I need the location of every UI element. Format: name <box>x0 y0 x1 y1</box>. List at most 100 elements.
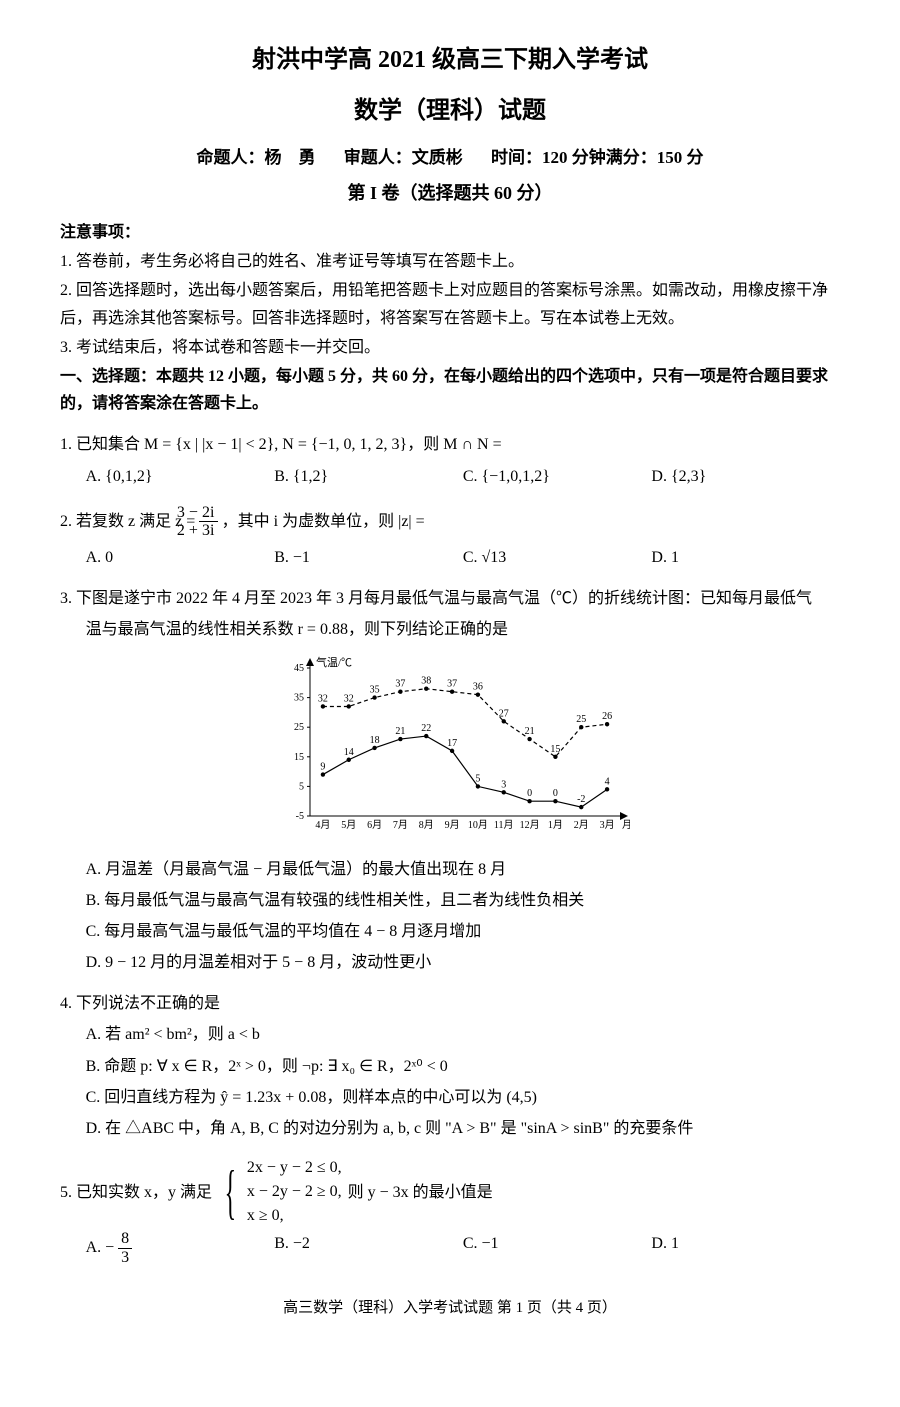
q5-constraint-2: x − 2y − 2 ≥ 0, <box>247 1180 342 1204</box>
exam-title-sub: 数学（理科）试题 <box>60 91 840 132</box>
svg-text:11月: 11月 <box>494 819 514 831</box>
svg-text:9月: 9月 <box>445 819 460 831</box>
svg-text:36: 36 <box>473 681 483 692</box>
svg-text:9: 9 <box>320 761 325 772</box>
q5-options: A. − 8 3 B. −2 C. −1 D. 1 <box>60 1230 840 1266</box>
svg-text:气温/℃: 气温/℃ <box>316 655 352 669</box>
q3-option-b: B. 每月最低气温与最高气温有较强的线性相关性，且二者为线性负相关 <box>60 887 840 914</box>
q1-option-d: D. {2,3} <box>651 463 840 490</box>
svg-text:21: 21 <box>395 726 405 737</box>
svg-text:26: 26 <box>602 711 612 722</box>
svg-text:4月: 4月 <box>315 819 330 831</box>
svg-text:37: 37 <box>447 678 457 689</box>
q3-option-d: D. 9 − 12 月的月温差相对于 5 − 8 月，波动性更小 <box>60 949 840 976</box>
svg-text:15: 15 <box>550 743 560 754</box>
svg-text:22: 22 <box>421 723 431 734</box>
q3-chart: 气温/℃-55152535454月5月6月7月8月9月10月11月12月1月2月… <box>60 654 840 844</box>
q4-option-d: D. 在 △ABC 中，角 A, B, C 的对边分别为 a, b, c 则 "… <box>60 1115 840 1142</box>
instruction-item: 3. 考试结束后，将本试卷和答题卡一并交回。 <box>60 334 840 361</box>
q4-option-b: B. 命题 p: ∀ x ∈ R，2ˣ > 0，则 ¬p: ∃ x₀ ∈ R，2… <box>60 1053 840 1080</box>
svg-text:35: 35 <box>370 684 380 695</box>
svg-text:18: 18 <box>370 734 380 745</box>
exam-meta: 命题人：杨 勇 审题人：文质彬 时间：120 分钟满分：150 分 <box>60 144 840 173</box>
svg-text:32: 32 <box>344 693 354 704</box>
meta-time: 时间：120 分钟满分：150 分 <box>491 148 704 167</box>
question-1: 1. 已知集合 M = {x | |x − 1| < 2}, N = {−1, … <box>60 431 840 489</box>
q5-constraint-1: 2x − y − 2 ≤ 0, <box>247 1156 342 1180</box>
q5-option-a: A. − 8 3 <box>86 1230 275 1266</box>
q4-option-a: A. 若 am² < bm²，则 a < b <box>60 1021 840 1048</box>
svg-text:2月: 2月 <box>574 819 589 831</box>
svg-text:5月: 5月 <box>341 819 356 831</box>
svg-text:14: 14 <box>344 746 354 757</box>
svg-text:0: 0 <box>553 788 558 799</box>
meta-reviewer: 审题人：文质彬 <box>344 148 463 167</box>
svg-text:37: 37 <box>395 678 405 689</box>
q1-stem: 1. 已知集合 M = {x | |x − 1| < 2}, N = {−1, … <box>60 431 840 458</box>
q4-option-c: C. 回归直线方程为 ŷ = 1.23x + 0.08，则样本点的中心可以为 (… <box>60 1084 840 1111</box>
question-5: 5. 已知实数 x，y 满足 { 2x − y − 2 ≤ 0, x − 2y … <box>60 1156 840 1266</box>
svg-text:3: 3 <box>501 779 506 790</box>
exam-title-main: 射洪中学高 2021 级高三下期入学考试 <box>60 40 840 81</box>
q5-stem-pre: 5. 已知实数 x，y 满足 <box>86 1179 212 1206</box>
q2-option-d: D. 1 <box>651 544 840 571</box>
svg-text:0: 0 <box>527 788 532 799</box>
svg-text:15: 15 <box>294 751 304 762</box>
question-2: 2. 若复数 z 满足 z = 3 − 2i 2 + 3i ，其中 i 为虚数单… <box>60 504 840 571</box>
left-brace-icon: { <box>225 1165 237 1219</box>
q5-option-b: B. −2 <box>274 1230 463 1266</box>
q4-stem: 4. 下列说法不正确的是 <box>60 990 840 1017</box>
part-header: 一、选择题：本题共 12 小题，每小题 5 分，共 60 分，在每小题给出的四个… <box>60 363 840 417</box>
q5-stem-post: 则 y − 3x 的最小值是 <box>348 1179 493 1206</box>
temperature-line-chart: 气温/℃-55152535454月5月6月7月8月9月10月11月12月1月2月… <box>270 654 630 844</box>
instructions-title: 注意事项： <box>60 219 840 246</box>
svg-text:45: 45 <box>294 663 304 674</box>
svg-text:3月: 3月 <box>600 819 615 831</box>
q5-constraint-3: x ≥ 0, <box>247 1204 342 1228</box>
q5-constraints: 2x − y − 2 ≤ 0, x − 2y − 2 ≥ 0, x ≥ 0, <box>247 1156 342 1228</box>
q5-stem: 5. 已知实数 x，y 满足 { 2x − y − 2 ≤ 0, x − 2y … <box>60 1156 840 1228</box>
meta-author: 命题人：杨 勇 <box>197 148 316 167</box>
svg-text:21: 21 <box>525 726 535 737</box>
question-3: 3. 下图是遂宁市 2022 年 4 月至 2023 年 3 月每月最低气温与最… <box>60 585 840 976</box>
svg-text:17: 17 <box>447 737 457 748</box>
svg-text:5: 5 <box>299 781 304 792</box>
svg-text:月份: 月份 <box>622 819 630 831</box>
q3-option-c: C. 每月最高气温与最低气温的平均值在 4 − 8 月逐月增加 <box>60 918 840 945</box>
svg-text:1月: 1月 <box>548 819 563 831</box>
question-4: 4. 下列说法不正确的是 A. 若 am² < bm²，则 a < b B. 命… <box>60 990 840 1142</box>
svg-text:7月: 7月 <box>393 819 408 831</box>
section-header: 第 I 卷（选择题共 60 分） <box>60 178 840 209</box>
q5-a-num: 8 <box>118 1230 132 1249</box>
q1-option-c: C. {−1,0,1,2} <box>463 463 652 490</box>
instruction-item: 2. 回答选择题时，选出每小题答案后，用铅笔把答题卡上对应题目的答案标号涂黑。如… <box>60 277 840 331</box>
q2-stem-post: ，其中 i 为虚数单位，则 |z| = <box>222 513 425 530</box>
svg-text:-2: -2 <box>577 794 585 805</box>
q2-options: A. 0 B. −1 C. √13 D. 1 <box>60 544 840 571</box>
q5-a-fraction: 8 3 <box>118 1230 132 1266</box>
svg-text:4: 4 <box>605 776 610 787</box>
q2-stem: 2. 若复数 z 满足 z = 3 − 2i 2 + 3i ，其中 i 为虚数单… <box>60 504 840 540</box>
svg-text:6月: 6月 <box>367 819 382 831</box>
svg-text:12月: 12月 <box>520 819 540 831</box>
q5-a-den: 3 <box>118 1249 132 1267</box>
q1-options: A. {0,1,2} B. {1,2} C. {−1,0,1,2} D. {2,… <box>60 463 840 490</box>
svg-text:32: 32 <box>318 693 328 704</box>
svg-text:38: 38 <box>421 675 431 686</box>
svg-text:8月: 8月 <box>419 819 434 831</box>
q5-option-c: C. −1 <box>463 1230 652 1266</box>
instruction-item: 1. 答卷前，考生务必将自己的姓名、准考证号等填写在答题卡上。 <box>60 248 840 275</box>
page-footer: 高三数学（理科）入学考试试题 第 1 页（共 4 页） <box>60 1296 840 1322</box>
q3-stem-line1: 3. 下图是遂宁市 2022 年 4 月至 2023 年 3 月每月最低气温与最… <box>60 585 840 612</box>
q1-option-a: A. {0,1,2} <box>86 463 275 490</box>
q2-frac-den: 2 + 3i <box>199 522 217 540</box>
svg-text:-5: -5 <box>296 811 304 822</box>
q5-option-d: D. 1 <box>651 1230 840 1266</box>
svg-text:25: 25 <box>576 714 586 725</box>
svg-text:27: 27 <box>499 708 509 719</box>
q5-a-pre: A. − <box>86 1239 119 1256</box>
q1-option-b: B. {1,2} <box>274 463 463 490</box>
svg-text:35: 35 <box>294 692 304 703</box>
svg-text:25: 25 <box>294 722 304 733</box>
q3-option-a: A. 月温差（月最高气温 − 月最低气温）的最大值出现在 8 月 <box>60 856 840 883</box>
